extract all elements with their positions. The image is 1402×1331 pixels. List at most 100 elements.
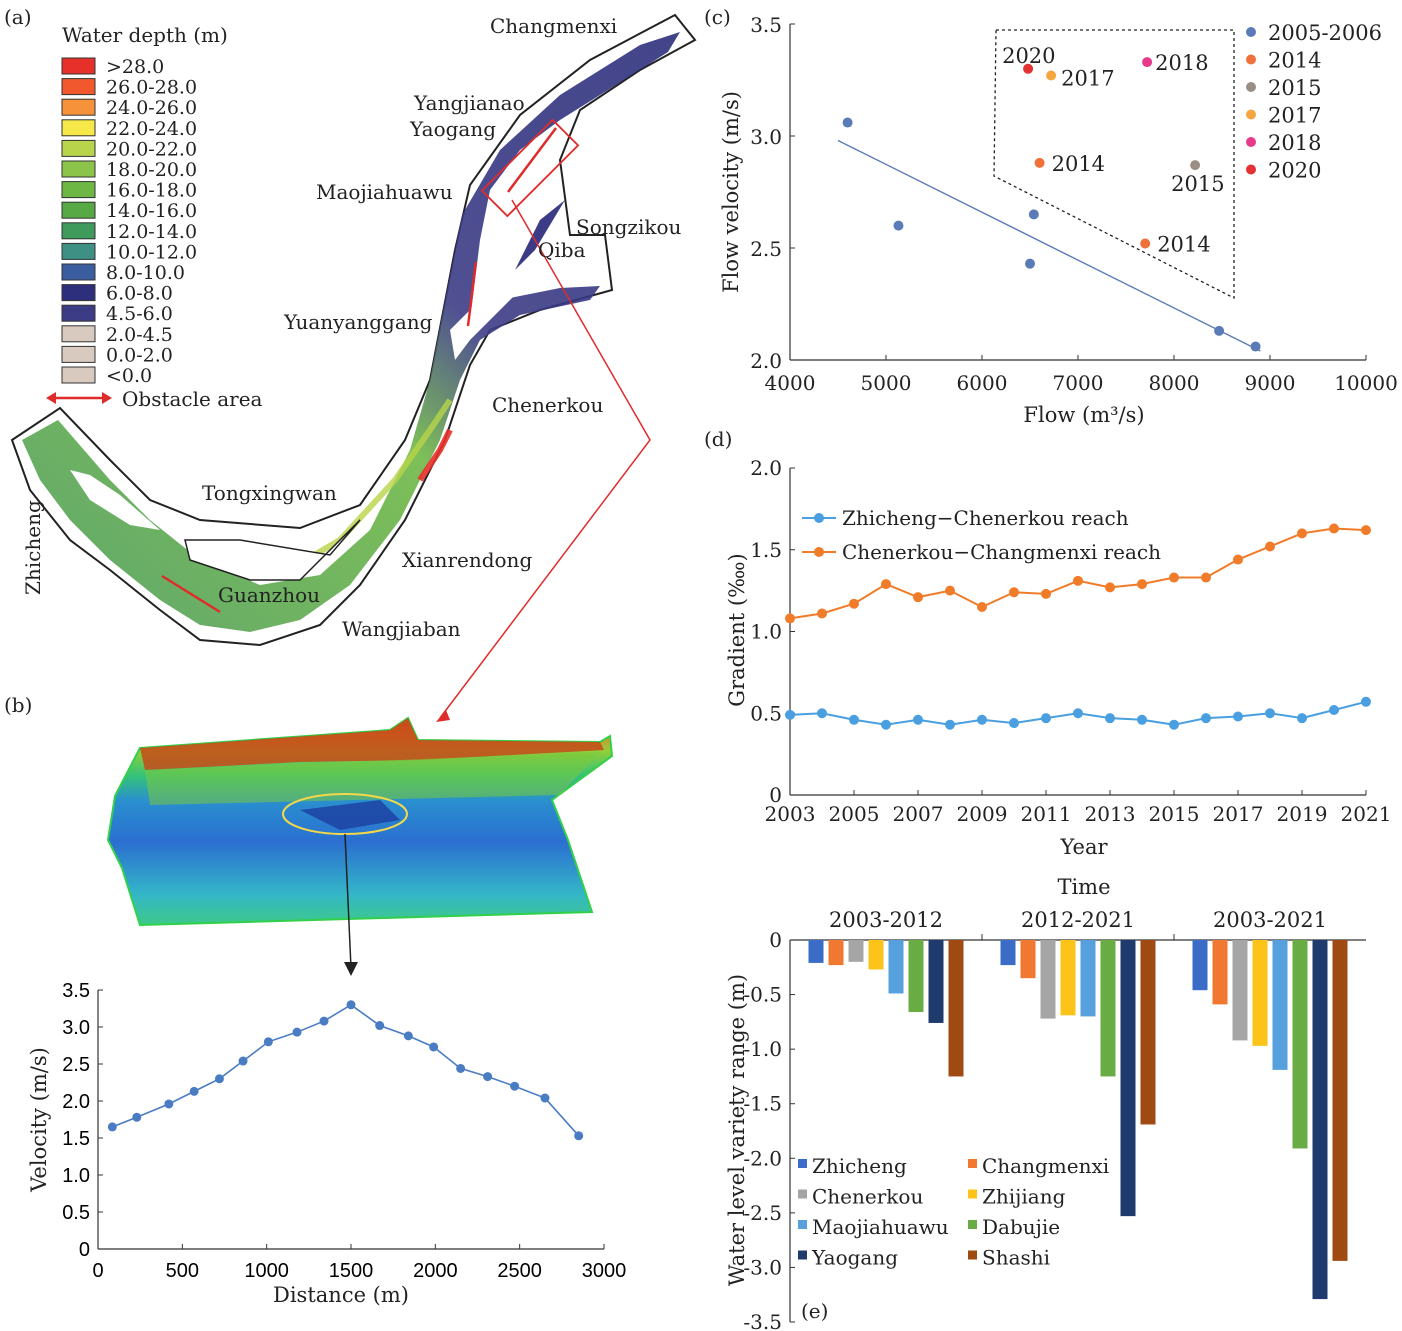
y-tick-label: 3.5: [62, 980, 90, 1002]
panel-c-label: (c): [704, 5, 731, 29]
arrow-head-left-icon: [46, 392, 56, 404]
map-obstacle-arrows: [161, 127, 557, 614]
place-chenerkou: Chenerkou: [492, 393, 603, 417]
series-point: [1297, 528, 1307, 539]
bar: [948, 940, 964, 1077]
velocity-point: [346, 1000, 356, 1010]
legend-label: 26.0-28.0: [106, 77, 197, 99]
obstacle-label: Obstacle area: [122, 387, 263, 411]
legend-marker: [814, 547, 824, 557]
place-songzikou: Songzikou: [576, 215, 682, 239]
chart-c-flow-velocity: 4000 5000 6000 7000 8000 9000 10000 2.0 2.5 3.0 3.…: [719, 13, 1398, 427]
series-point: [1009, 718, 1019, 729]
legend-swatch: [798, 1250, 807, 1260]
arrow-head-right-icon: [102, 392, 112, 404]
series-point: [881, 579, 891, 590]
x-tick-label: 500: [166, 1260, 199, 1282]
legend-label: 12.0-14.0: [106, 221, 197, 243]
obstacle-arrow-yuanyanggang: [466, 261, 478, 327]
legend-marker: [1246, 82, 1256, 92]
island-tongxingwan: [184, 519, 361, 581]
panel-d-label: (d): [704, 427, 732, 451]
legend-entry: Chenerkou: [812, 1185, 923, 1209]
x-tick-label: 2021: [1341, 802, 1392, 826]
bar: [1252, 940, 1268, 1046]
bar: [1020, 940, 1036, 979]
legend-entry: Zhicheng−Chenerkou reach: [842, 506, 1129, 530]
legend-swatch: [61, 284, 96, 302]
bar: [1040, 940, 1056, 1019]
y-tick-label: 3.0: [750, 125, 782, 149]
legend-swatch: [61, 345, 96, 363]
y-tick-label: 2.0: [750, 456, 782, 480]
scatter-point: [1025, 258, 1035, 269]
legend-marker: [1246, 54, 1256, 65]
velocity-point: [319, 1016, 329, 1026]
obstacle-arrow-guanzhou: [161, 574, 221, 614]
deepest-zone: [417, 428, 453, 482]
island-yuanyanggang: [450, 290, 520, 360]
profile-arrow-head-icon: [344, 962, 358, 976]
y-tick-label: 2.5: [62, 1054, 90, 1076]
series-point: [817, 608, 827, 619]
point-label: 2017: [1061, 67, 1114, 91]
legend-marker: [1246, 164, 1256, 175]
legend-label: 4.5-6.0: [106, 303, 173, 325]
scatter-point: [1046, 70, 1057, 81]
velocity-point: [263, 1037, 273, 1047]
x-tick-label: 2013: [1085, 802, 1136, 826]
y-tick-label: 0.5: [62, 1202, 90, 1224]
x-axis-label: Flow (m³/s): [1023, 403, 1144, 427]
y-tick-label: 1.0: [750, 620, 782, 644]
series-point: [817, 708, 827, 719]
bar: [1060, 940, 1076, 1016]
velocity-point: [132, 1112, 142, 1122]
legend-label: 8.0-10.0: [106, 262, 185, 284]
legend-entry: Maojiahuawu: [812, 1215, 949, 1239]
legend-label: >28.0: [106, 56, 164, 78]
place-xianrendong: Xianrendong: [402, 548, 532, 572]
velocity-point: [510, 1081, 520, 1091]
y-axis-label: Velocity (m/s): [27, 1047, 51, 1193]
velocity-point: [403, 1031, 413, 1041]
y-tick-label: -1.0: [743, 1037, 782, 1061]
x-tick-label: 3000: [582, 1260, 627, 1282]
x-tick-label: 2000: [413, 1260, 458, 1282]
y-tick-label: -3.0: [743, 1255, 782, 1279]
legend-swatch: [61, 57, 96, 75]
velocity-point: [574, 1131, 584, 1141]
series-point: [1073, 575, 1083, 586]
chart-e-water-level: Time 0 -0.5 -1.0 -1.5 -2.0 -2.5 -3.0 -3.5 Water l…: [725, 875, 1366, 1331]
point-label: 2020: [1002, 44, 1055, 68]
legend-swatch: [61, 242, 96, 260]
deep-pool: [300, 800, 400, 830]
place-labels: Changmenxi Yangjianao Yaogang Maojiahuaw…: [21, 14, 682, 641]
chart-d-gradient: 2003 2005 2007 2009 2011 2013 2015 2017 2019 2021…: [725, 456, 1391, 859]
y-tick-label: 0: [79, 1239, 90, 1261]
series-point: [913, 592, 923, 603]
legend-entry: 2018: [1268, 131, 1321, 155]
y-tick-label: 0: [769, 928, 782, 952]
scatter-point: [1140, 238, 1151, 249]
legend-swatch: [798, 1189, 807, 1199]
x-axis-label: Year: [1059, 835, 1108, 859]
y-tick-label: 0: [769, 783, 782, 807]
series-point: [1265, 541, 1275, 552]
legend-marker: [1246, 137, 1256, 147]
series-point: [1041, 588, 1051, 599]
velocity-point: [107, 1122, 117, 1132]
legend-entry: Zhicheng: [812, 1154, 907, 1178]
legend-swatch: [61, 325, 96, 343]
legend-entry: 2020: [1268, 159, 1321, 183]
series-point: [1201, 713, 1211, 724]
velocity-point: [214, 1074, 224, 1084]
legend-swatch: [61, 78, 96, 96]
series-point: [785, 709, 795, 720]
place-changmenxi: Changmenxi: [490, 14, 617, 38]
bar: [1140, 940, 1156, 1125]
bar: [808, 940, 824, 963]
legend-swatch: [798, 1159, 807, 1168]
series-point: [1105, 713, 1115, 724]
y-tick-label: 2.5: [750, 237, 782, 261]
